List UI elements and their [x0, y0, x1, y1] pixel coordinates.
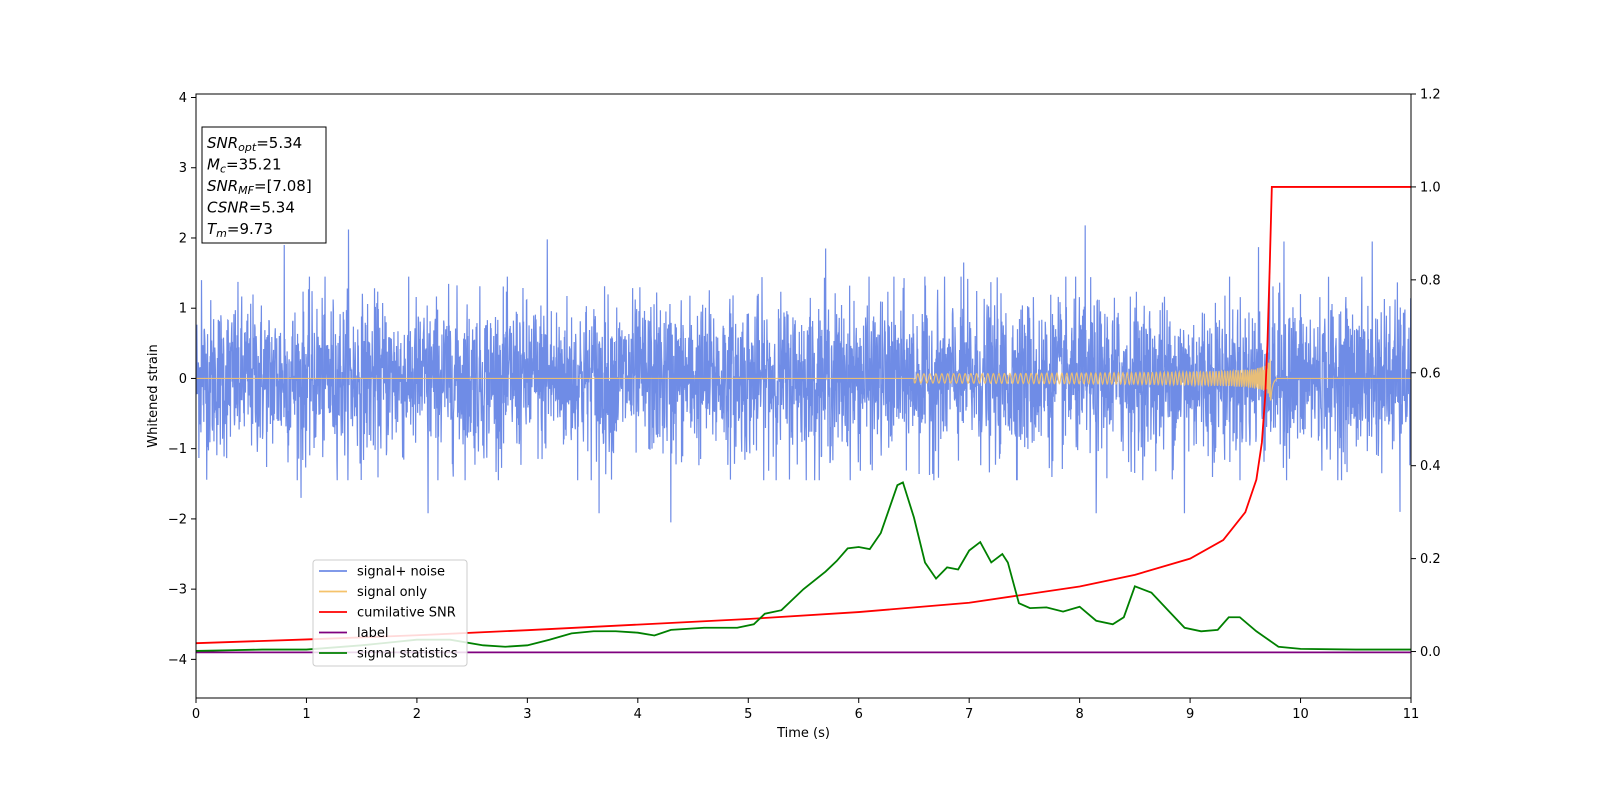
y-right-tick-label: 1.0	[1420, 180, 1441, 195]
y-left-tick-label: −1	[168, 442, 187, 457]
x-tick-label: 0	[192, 707, 200, 722]
ticks: 0 1 2 3 4 5 6 7 8 9 10 1143210−1−2−3−41.21.00.80.60…	[168, 88, 1441, 723]
annotation-subscript: c	[220, 163, 226, 176]
legend: signal+ noise signal only cumilative SNR la…	[312, 559, 468, 667]
series-signal-statistics	[196, 481, 1411, 652]
x-tick-label: 10	[1292, 707, 1309, 722]
legend-entry-label: signal statistics	[357, 647, 458, 662]
x-tick-label: 2	[413, 707, 421, 722]
legend-frame	[312, 559, 468, 667]
x-tick-label: 8	[1075, 707, 1083, 722]
annotation-line: SNRopt=5.34	[207, 134, 302, 154]
series-signal-only	[196, 359, 1411, 401]
axes-frame	[195, 93, 1412, 699]
x-tick-label: 5	[744, 707, 752, 722]
annotation-value: =35.21	[226, 156, 282, 174]
annotation-symbol: M	[207, 156, 220, 174]
annotation-symbol: SNR	[207, 177, 238, 195]
y-axis-label: Whitened strain	[146, 344, 161, 447]
annotation-line: CSNR=5.34	[207, 199, 295, 217]
y-right-tick-label: 0.6	[1420, 366, 1441, 381]
series-signal-noise	[196, 225, 1411, 523]
annotation-symbol: CSNR	[207, 199, 249, 217]
annotation-value: =[7.08]	[254, 177, 312, 195]
annotation-line: SNRMF=[7.08]	[207, 177, 312, 197]
legend-entry-label: label	[357, 626, 388, 641]
annotation-symbol: T	[207, 220, 218, 238]
annotation-value: =5.34	[249, 199, 295, 217]
annotation-line: Mc=35.21	[207, 156, 282, 176]
y-left-tick-label: −3	[168, 583, 187, 598]
x-tick-label: 11	[1403, 707, 1420, 722]
y-right-tick-label: 0.2	[1420, 552, 1441, 567]
annotation-line: Tm=9.73	[207, 220, 273, 240]
legend-entry-label: signal only	[357, 585, 427, 600]
stats-annotation-box: SNRopt=5.34Mc=35.21SNRMF=[7.08]CSNR=5.34…	[201, 126, 327, 244]
x-tick-label: 7	[965, 707, 973, 722]
x-tick-label: 6	[855, 707, 863, 722]
y-left-tick-label: −2	[168, 512, 187, 527]
y-left-tick-label: 3	[179, 161, 187, 176]
y-left-tick-label: −4	[168, 653, 187, 668]
legend-entry-label: cumilative SNR	[357, 606, 456, 621]
annotation-box-border	[201, 126, 327, 244]
x-axis-label: Time (s)	[776, 726, 830, 741]
annotation-value: =9.73	[227, 220, 273, 238]
annotation-subscript: MF	[238, 184, 254, 197]
y-right-tick-label: 1.2	[1420, 88, 1441, 103]
x-tick-label: 4	[634, 707, 642, 722]
y-left-tick-label: 1	[179, 302, 187, 317]
series-cumulative-snr	[196, 186, 1411, 645]
x-tick-label: 9	[1186, 707, 1194, 722]
y-right-tick-label: 0.0	[1420, 645, 1441, 660]
annotation-subscript: m	[216, 227, 227, 240]
x-tick-label: 3	[523, 707, 531, 722]
annotation-value: =5.34	[256, 134, 302, 152]
annotation-subscript: opt	[238, 141, 257, 154]
y-left-tick-label: 4	[179, 91, 187, 106]
annotation-symbol: SNR	[207, 134, 238, 152]
y-right-tick-label: 0.4	[1420, 459, 1441, 474]
y-right-tick-label: 0.8	[1420, 273, 1441, 288]
y-left-tick-label: 2	[179, 231, 187, 246]
legend-entry-label: signal+ noise	[357, 565, 445, 580]
y-left-tick-label: 0	[179, 372, 187, 387]
x-tick-label: 1	[302, 707, 310, 722]
